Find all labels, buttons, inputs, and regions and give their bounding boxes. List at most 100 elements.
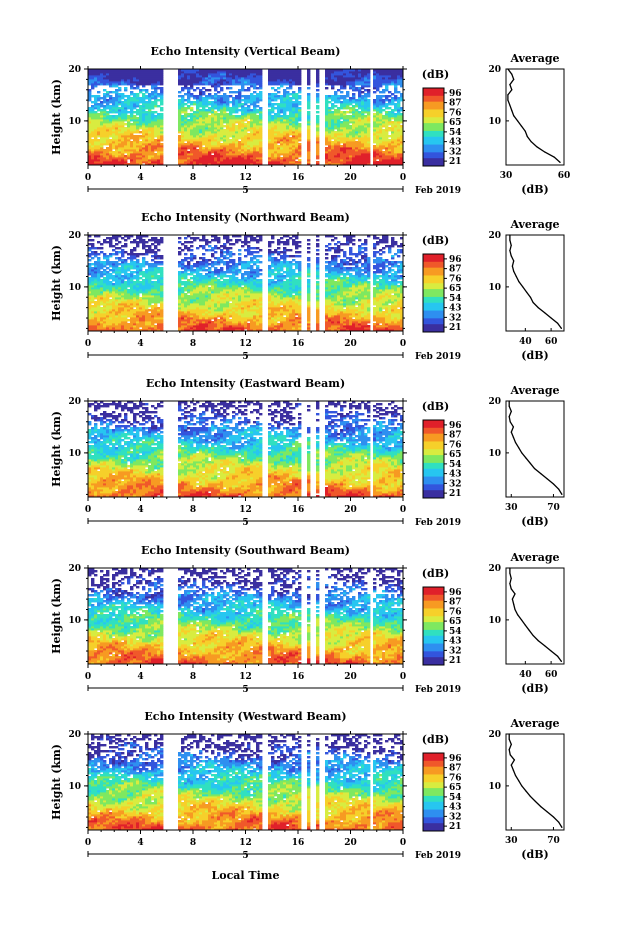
heatmap-cell (202, 143, 206, 146)
heatmap-cell (100, 73, 104, 76)
heatmap-cell (106, 113, 110, 116)
heatmap-cell (115, 99, 119, 102)
heatmap-cell (205, 83, 209, 86)
heatmap-cell (97, 125, 101, 128)
heatmap-cell (100, 147, 104, 150)
heatmap-cell (136, 149, 140, 152)
heatmap-cell (121, 139, 125, 142)
heatmap-cell (124, 139, 128, 142)
heatmap-cell (217, 95, 221, 98)
heatmap-cell (220, 127, 224, 130)
heatmap-cell (91, 127, 95, 130)
heatmap-cell (148, 159, 152, 162)
heatmap-cell (181, 143, 185, 146)
heatmap-cell (208, 133, 212, 136)
heatmap-cell (196, 121, 200, 124)
heatmap-cell (148, 119, 152, 122)
heatmap-cell (133, 163, 137, 166)
heatmap-cell (142, 141, 146, 144)
heatmap-cell (91, 143, 95, 146)
day-label: 5 (242, 186, 248, 196)
heatmap-cell (136, 141, 140, 144)
heatmap-cell (148, 115, 152, 118)
heatmap-cell (202, 115, 206, 118)
heatmap-cell (241, 95, 245, 98)
heatmap-cell (136, 103, 140, 106)
heatmap-cell (118, 75, 122, 78)
heatmap-cell (220, 87, 224, 90)
heatmap-cell (184, 151, 188, 154)
profile-point (509, 104, 511, 106)
heatmap-cell (181, 89, 185, 92)
heatmap-cell (127, 133, 131, 136)
heatmap-cell (217, 127, 221, 130)
heatmap-cell (157, 115, 161, 118)
heatmap-cell (154, 149, 158, 152)
heatmap-cell (190, 129, 194, 132)
heatmap-cell (112, 147, 116, 150)
heatmap-cell (160, 145, 164, 148)
heatmap-cell (214, 97, 218, 100)
heatmap-cell (199, 147, 203, 150)
heatmap-cell (205, 137, 209, 140)
heatmap-cell (208, 135, 212, 138)
y-tick-label: 20 (68, 65, 81, 75)
heatmap-cell (94, 247, 98, 250)
heatmap-cell (214, 159, 218, 162)
heatmap-cell (115, 141, 119, 144)
heatmap-cell (223, 121, 227, 124)
heatmap-cell (145, 157, 149, 160)
heatmap-cell (112, 125, 116, 128)
colorbar-tick-label: 96 (449, 89, 462, 99)
heatmap-cell (181, 141, 185, 144)
heatmap-cell (178, 147, 182, 150)
heatmap-cell (115, 145, 119, 148)
heatmap-cell (127, 99, 131, 102)
heatmap-cell (337, 89, 341, 92)
heatmap-cell (127, 323, 131, 326)
heatmap-cell (190, 83, 194, 86)
heatmap-cell (145, 129, 149, 132)
heatmap-cell (115, 107, 119, 110)
heatmap-cell (205, 97, 209, 100)
heatmap-cell (91, 131, 95, 134)
heatmap-cell (187, 107, 191, 110)
heatmap-cell (109, 77, 113, 80)
heatmap-cell (199, 153, 203, 156)
heatmap-cell (121, 119, 125, 122)
heatmap-cell (178, 111, 182, 114)
heatmap-cell (202, 107, 206, 110)
heatmap-cell (187, 91, 191, 94)
heatmap-cell (127, 73, 131, 76)
heatmap-cell (112, 85, 116, 88)
heatmap-cell (121, 103, 125, 106)
heatmap-cell (214, 141, 218, 144)
heatmap-cell (139, 81, 143, 84)
heatmap-cell (91, 139, 95, 142)
heatmap-cell (184, 93, 188, 96)
heatmap-cell (151, 305, 155, 308)
heatmap-cell (124, 155, 128, 158)
heatmap-cell (139, 97, 143, 100)
heatmap-cell (391, 97, 395, 100)
heatmap-cell (196, 125, 200, 128)
y-axis-label: Height (km) (50, 79, 63, 155)
heatmap-cell (124, 119, 128, 122)
heatmap-cell (214, 103, 218, 106)
heatmap-cell (205, 95, 209, 98)
heatmap-cell (109, 153, 113, 156)
colorbar-unit: (dB) (422, 68, 449, 81)
heatmap-cell (220, 103, 224, 106)
heatmap-cell (136, 69, 140, 72)
heatmap-cell (217, 119, 221, 122)
heatmap-cell (157, 105, 161, 108)
heatmap-cell (136, 113, 140, 116)
heatmap-cell (211, 85, 215, 88)
heatmap-cell (205, 71, 209, 74)
heatmap-cell (181, 73, 185, 76)
heatmap-cell (130, 75, 134, 78)
heatmap-cell (220, 69, 224, 72)
heatmap-cell (151, 71, 155, 74)
heatmap-cell (160, 107, 164, 110)
heatmap-cell (91, 149, 95, 152)
